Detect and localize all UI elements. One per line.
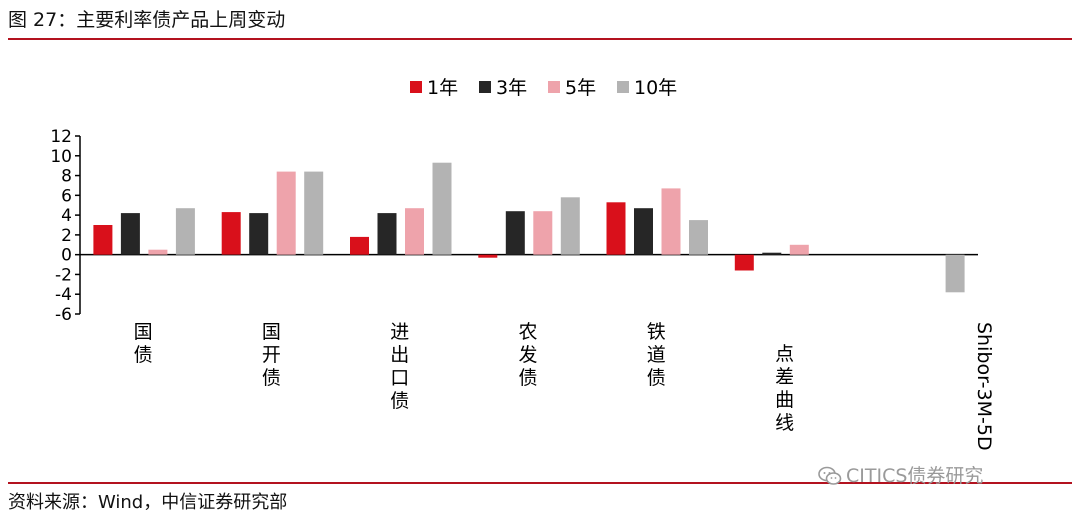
category-label: 国债: [134, 321, 153, 366]
legend-swatch: [410, 81, 422, 93]
watermark-text: CITICS债券研究: [846, 465, 984, 487]
category-label: 农发债: [518, 321, 537, 389]
y-tick-label: 4: [61, 206, 72, 226]
bar-3年-农发债: [505, 211, 525, 255]
watermark: CITICS债券研究: [818, 462, 983, 490]
bar-5年-铁道债: [661, 188, 681, 255]
category-label: 铁道债: [647, 321, 666, 389]
legend-swatch: [617, 81, 629, 93]
bar-1年-铁道债: [606, 202, 626, 255]
bar-1年-农发债: [478, 254, 498, 258]
y-tick-label: -2: [55, 265, 72, 285]
source-note: 资料来源：Wind，中信证券研究部: [8, 492, 288, 513]
category-label: 进出口债: [390, 321, 409, 412]
y-tick-label: 10: [50, 147, 72, 167]
bar-10年-Shibor-3M-5D: [945, 254, 965, 293]
legend-label: 3年: [496, 77, 527, 99]
bar-10年-国债: [175, 208, 195, 255]
bar-3年-国开债: [249, 213, 269, 255]
bar-5年-国开债: [276, 171, 296, 255]
bar-3年-国债: [120, 213, 140, 255]
category-label: 点差曲线: [775, 343, 794, 434]
bar-5年-点差曲线: [789, 244, 809, 255]
bar-5年-进出口债: [405, 208, 424, 255]
category-label: Shibor-3M-5D: [973, 322, 995, 451]
y-tick-label: 12: [50, 127, 72, 147]
y-tick-label: 2: [61, 226, 72, 246]
bottom-divider: [8, 482, 1072, 484]
y-tick-label: -4: [55, 285, 72, 305]
category-label: 国开债: [262, 321, 281, 389]
category-labels: 国债 国开债 进出口债 农发债 铁道债 点差曲线 Shibor-3M-5D: [134, 321, 995, 451]
wechat-icon: [818, 466, 842, 485]
chart-legend: 1年 3年 5年 10年: [410, 77, 677, 99]
bar-1年-国开债: [221, 212, 241, 255]
top-divider: [8, 38, 1072, 40]
bar-series: [93, 162, 965, 293]
bar-10年-国开债: [304, 171, 324, 255]
legend-label: 5年: [565, 77, 596, 99]
y-tick-label: 8: [61, 167, 72, 187]
bar-3年-点差曲线: [762, 252, 782, 255]
bar-1年-国债: [93, 225, 113, 255]
bar-3年-进出口债: [377, 213, 397, 255]
bar-3年-铁道债: [634, 208, 653, 255]
bar-5年-农发债: [533, 211, 553, 255]
bar-10年-农发债: [560, 197, 580, 255]
legend-swatch: [479, 81, 491, 93]
bar-1年-进出口债: [350, 236, 369, 255]
bar-1年-点差曲线: [734, 254, 754, 271]
y-tick-label: 0: [61, 246, 72, 266]
y-tick-label: 6: [61, 186, 72, 206]
legend-label: 1年: [427, 77, 458, 99]
y-tick-label: -6: [55, 305, 72, 325]
figure-title: 图 27：主要利率债产品上周变动: [8, 9, 286, 31]
bar-10年-铁道债: [689, 220, 708, 255]
bar-10年-进出口债: [432, 162, 452, 255]
bar-5年-国债: [148, 249, 168, 255]
legend-label: 10年: [634, 77, 677, 99]
legend-swatch: [548, 81, 560, 93]
